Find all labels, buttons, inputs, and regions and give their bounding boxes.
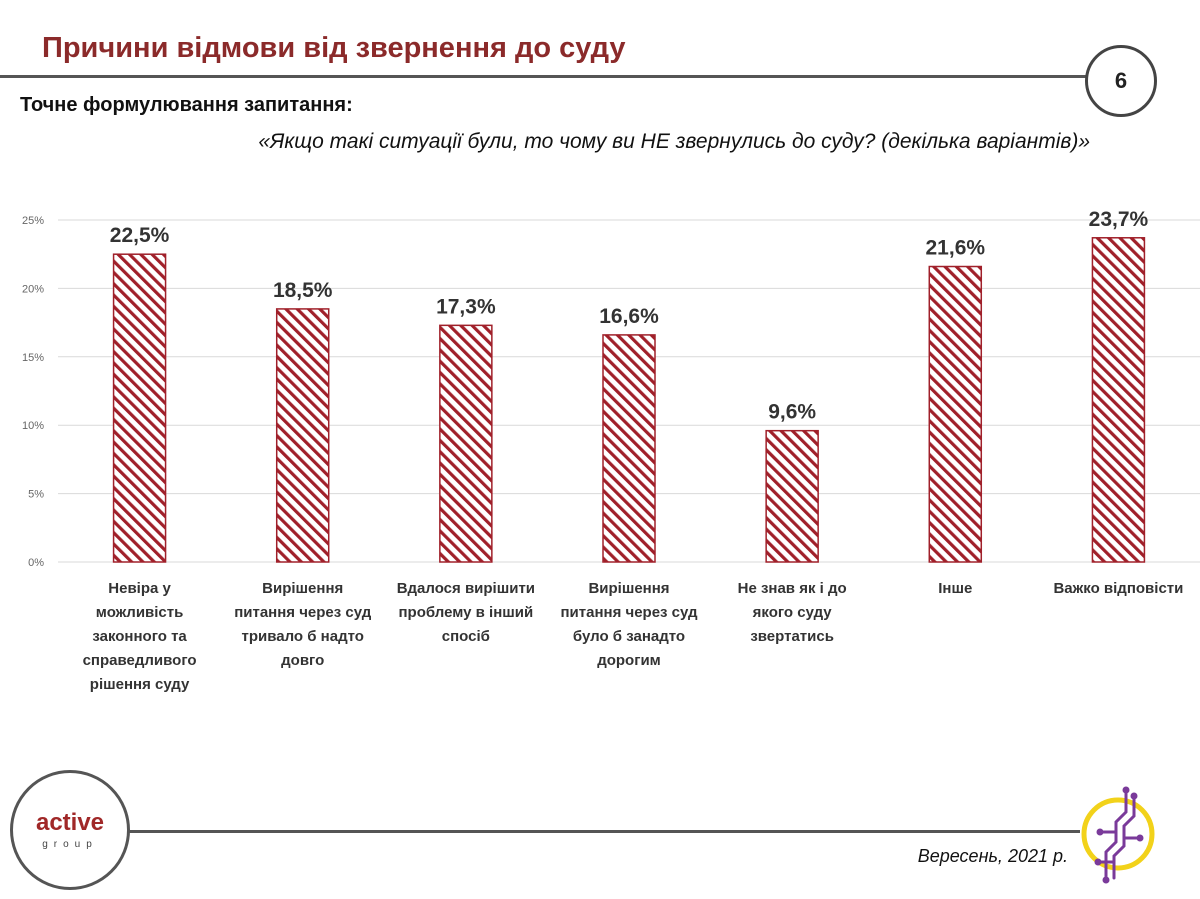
data-label: 18,5% bbox=[273, 279, 333, 302]
question-text: «Якщо такі ситуації були, то чому ви НЕ … bbox=[258, 130, 1090, 153]
category-label: Невіра у можливість законного та справедлив… bbox=[83, 580, 197, 693]
data-label: 9,6% bbox=[768, 401, 816, 424]
bar bbox=[1091, 237, 1146, 563]
footer-divider bbox=[125, 830, 1080, 833]
y-tick-label: 5% bbox=[28, 489, 44, 501]
bar bbox=[765, 429, 819, 563]
y-tick-label: 10% bbox=[22, 420, 44, 432]
data-label: 17,3% bbox=[436, 295, 496, 318]
category-label: Інше bbox=[938, 580, 972, 597]
y-tick-label: 20% bbox=[22, 283, 44, 295]
bar bbox=[928, 265, 983, 563]
bar bbox=[112, 253, 167, 563]
data-label: 16,6% bbox=[599, 305, 659, 328]
category-label: Вдалося вирішити проблему в інший спосіб bbox=[397, 580, 535, 645]
bar-chart: 0% 5% 10% 15% 20% 25% 22,5% Невіра у можливість з… bbox=[22, 208, 1200, 693]
page-number-badge: 6 bbox=[1085, 45, 1157, 117]
category-label: Важко відповісти bbox=[1053, 580, 1183, 597]
data-label: 23,7% bbox=[1089, 208, 1149, 231]
question-label: Точне формулювання запитання: bbox=[20, 94, 353, 116]
y-tick-label: 0% bbox=[28, 557, 44, 569]
bar bbox=[602, 334, 656, 563]
page-title: Причини відмови від звернення до суду bbox=[42, 32, 626, 64]
logo-word: active bbox=[35, 809, 105, 836]
active-group-logo: active group bbox=[10, 770, 130, 890]
y-tick-label: 25% bbox=[22, 215, 44, 227]
data-label: 21,6% bbox=[926, 237, 986, 260]
category-label: Вирішення питання через суд тривало б надт… bbox=[234, 580, 372, 669]
category-label: Не знав як і до якого суду звертатись bbox=[738, 580, 847, 645]
y-tick-label: 15% bbox=[22, 352, 44, 364]
bar bbox=[439, 324, 493, 563]
category-label: Вирішення питання через суд було б занадто… bbox=[560, 580, 698, 669]
logo-subtitle: group bbox=[42, 839, 98, 850]
page-number: 6 bbox=[1114, 68, 1128, 93]
circuit-figure-logo-icon bbox=[1081, 786, 1155, 884]
header-divider bbox=[0, 75, 1090, 78]
data-label: 22,5% bbox=[110, 224, 170, 247]
report-date: Вересень, 2021 р. bbox=[917, 846, 1068, 866]
bar bbox=[275, 308, 330, 563]
